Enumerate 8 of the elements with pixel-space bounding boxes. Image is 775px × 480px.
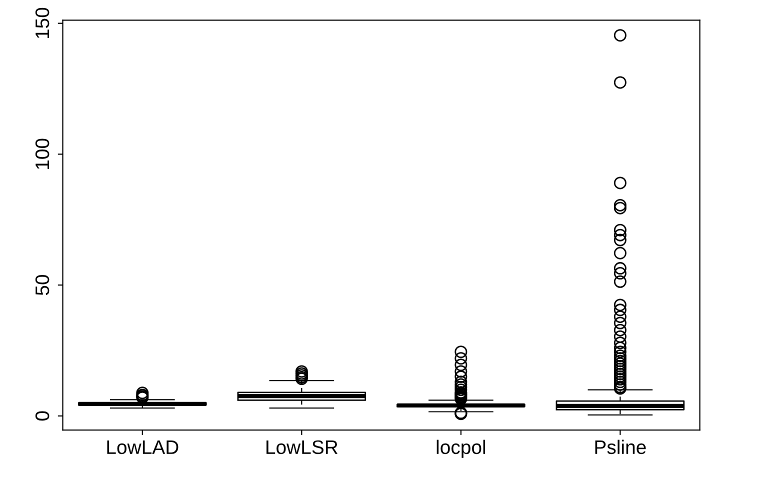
x-tick-label: Psline bbox=[595, 440, 646, 454]
y-tick-label: 100 bbox=[35, 138, 50, 169]
y-tick-label: 150 bbox=[35, 8, 50, 38]
y-tick-label: 50 bbox=[35, 275, 50, 296]
y-tick-label: 0 bbox=[35, 411, 50, 421]
x-tick-label: locpol bbox=[436, 440, 486, 458]
x-tick-label: LowLAD bbox=[107, 440, 178, 454]
x-tick-label: LowLSR bbox=[266, 440, 338, 454]
